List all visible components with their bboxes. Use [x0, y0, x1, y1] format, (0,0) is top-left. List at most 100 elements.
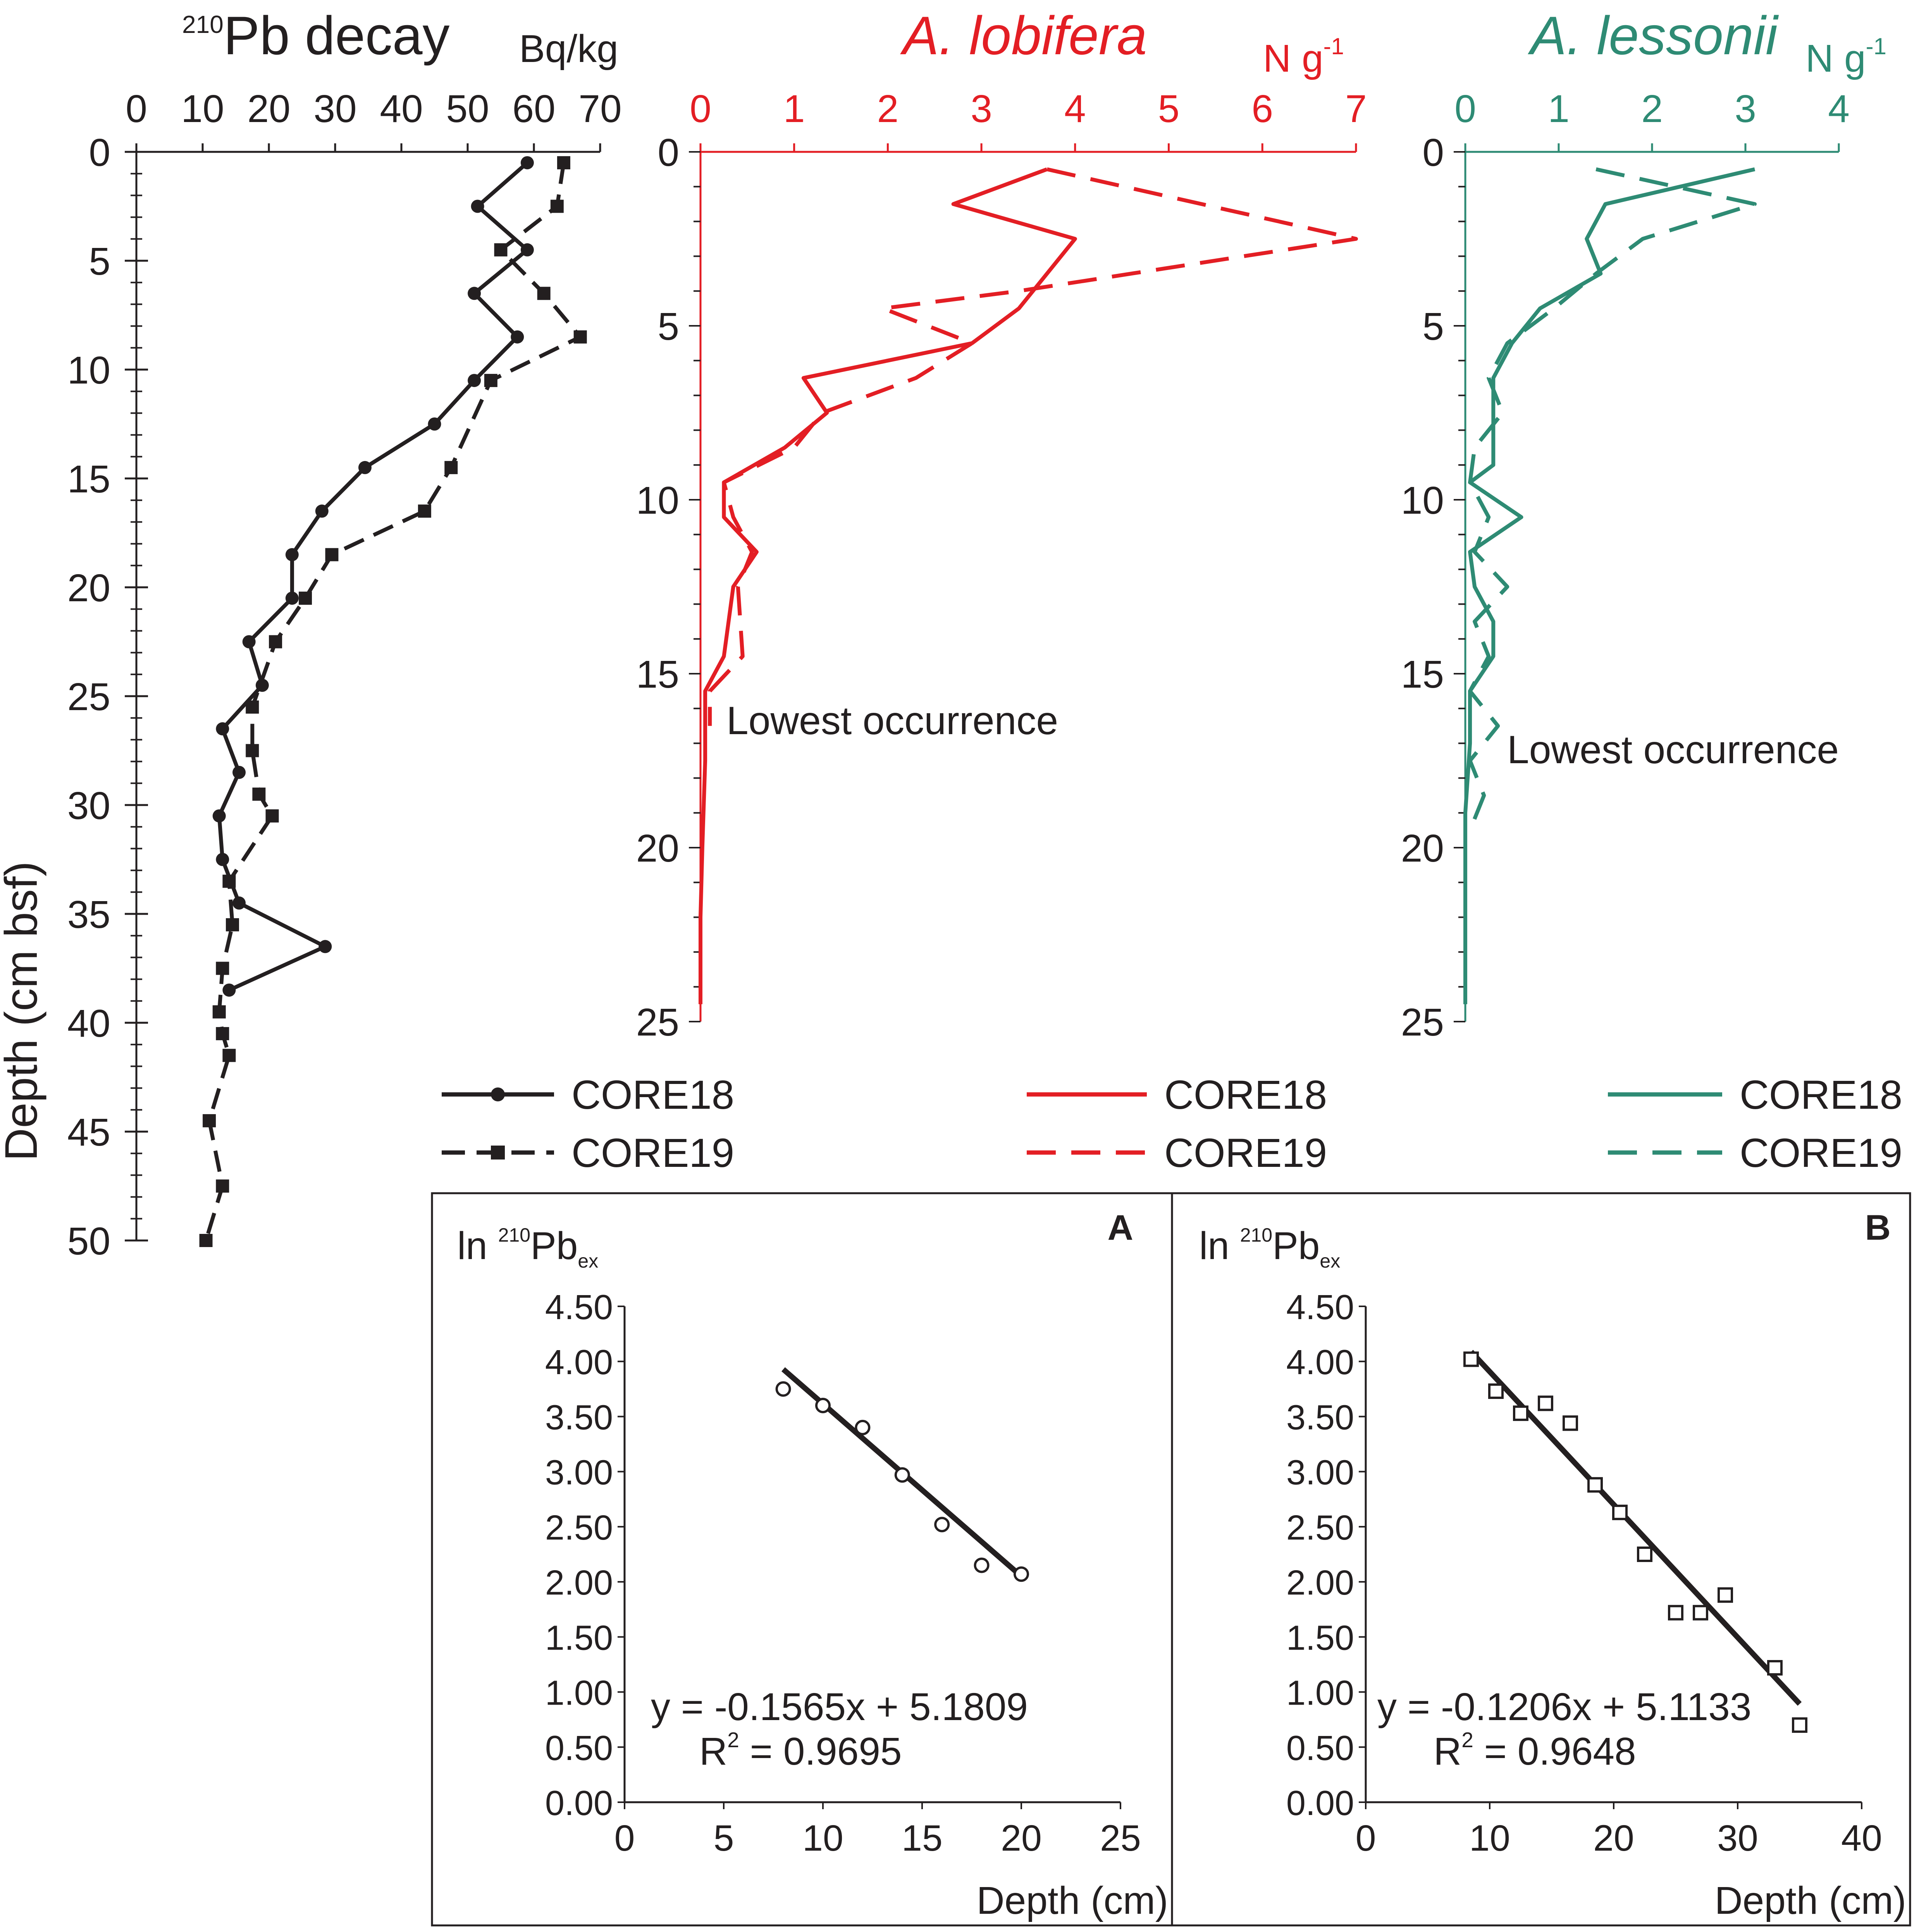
lobifera-y-tick-label: 20 [636, 827, 679, 870]
lobifera-line-core18 [699, 167, 1077, 1005]
depth-tick-label: 50 [67, 1220, 110, 1263]
pb-x-tick-label: 50 [446, 87, 489, 131]
lessonii-unit: N g-1 [1805, 33, 1886, 80]
inset-a-point [815, 1398, 831, 1413]
pb-legend-core19-label: CORE19 [571, 1130, 734, 1176]
inset-b-y-tick-label: 1.50 [1286, 1619, 1354, 1657]
pb-line-core18 [217, 161, 529, 992]
lessonii-x-tick-label: 0 [1454, 87, 1476, 131]
inset-b-plot [1463, 1350, 1807, 1733]
depth-tick-label: 25 [67, 675, 110, 719]
inset-b-x-tick-label: 30 [1717, 1818, 1758, 1859]
lobifera-unit: N g-1 [1263, 33, 1344, 80]
lessonii-lowest-occurrence: Lowest occurrence [1507, 728, 1839, 772]
pb-point-core18 [216, 853, 229, 866]
pb-x-tick-label: 70 [578, 87, 621, 131]
lessonii-line-core18 [1463, 167, 1755, 1005]
inset-b-point [1587, 1477, 1603, 1493]
inset-a-y-tick-label: 3.50 [545, 1398, 613, 1437]
inset-b-x-tick-label: 10 [1469, 1818, 1510, 1859]
lobifera-x-tick-label: 1 [783, 87, 805, 131]
lessonii-axes: 0 1 2 3 4 0 5 10 15 20 25 [1401, 87, 1850, 1044]
lessonii-legend-core19: CORE19 [1608, 1130, 1902, 1176]
inset-a-x-tick-label: 0 [614, 1818, 635, 1859]
inset-a-y-tick-label: 1.50 [545, 1619, 613, 1657]
inset-a-r2: R2 = 0.9695 [699, 1728, 902, 1773]
inset-a-ylabel: ln 210Pbex [457, 1224, 598, 1272]
pb-point-core19 [216, 1179, 229, 1193]
lobifera-title: A. lobifera [900, 5, 1147, 66]
inset-a-x-tick-label: 25 [1100, 1818, 1141, 1859]
pb-point-core18 [468, 374, 481, 387]
lobifera-legend-core18-label: CORE18 [1164, 1072, 1327, 1118]
pb-point-core18 [285, 548, 299, 561]
pb-x-tick-label: 40 [380, 87, 423, 131]
lessonii-legend-core18: CORE18 [1608, 1072, 1902, 1118]
pb-point-core19 [252, 787, 266, 801]
pb-point-core19 [203, 1114, 216, 1127]
inset-a-y-tick-label: 4.50 [545, 1288, 613, 1327]
inset-b-letter: B [1865, 1208, 1891, 1247]
inset-b-y-tick-label: 3.50 [1286, 1398, 1354, 1437]
inset-a-point [974, 1557, 990, 1573]
lessonii-title: A. lessonii [1528, 5, 1779, 66]
lobifera-y-tick-label: 25 [636, 1001, 679, 1044]
lobifera-axes: 0 1 2 3 4 5 6 7 0 5 10 15 20 25 [636, 87, 1367, 1044]
pb-decay-panel: 0 10 20 30 40 50 60 70 210Pb decay Bq/kg [126, 5, 622, 1247]
lessonii-line-core19 [1468, 167, 1757, 831]
inset-a-y-tick-label: 2.50 [545, 1509, 613, 1547]
inset-b-y-tick-label: 2.00 [1286, 1564, 1354, 1602]
pb-point-core19 [484, 374, 497, 387]
inset-a-point [855, 1419, 871, 1435]
pb-point-core18 [315, 504, 329, 518]
inset-a-x-tick-label: 20 [1001, 1818, 1042, 1859]
pb-point-core19 [225, 918, 239, 932]
lobifera-y-tick-label: 5 [657, 305, 679, 348]
inset-b-axes: 4.50 4.00 3.50 3.00 2.50 2.00 1.50 1.00 0.50 0.00… [1286, 1288, 1882, 1859]
inset-a: A ln 210Pbex 4.50 4.00 3.50 3.00 2.50 2.00 1.5… [457, 1208, 1168, 1922]
pb-point-core19 [573, 330, 587, 344]
pb-point-core19 [216, 1027, 229, 1041]
pb-legend: CORE18 CORE19 [442, 1072, 734, 1176]
pb-point-core18 [468, 287, 481, 300]
inset-b-point [1718, 1587, 1733, 1603]
lobifera-x-tick-label: 2 [877, 87, 899, 131]
lessonii-y-tick-label: 25 [1401, 1001, 1444, 1044]
inset-a-y-tick-label: 3.00 [545, 1454, 613, 1492]
inset-b-y-tick-label: 2.50 [1286, 1509, 1354, 1547]
pb-point-core18 [428, 417, 441, 431]
pb-point-core19 [444, 461, 458, 474]
inset-b-point [1563, 1415, 1578, 1431]
lobifera-y-tick-label: 0 [657, 131, 679, 174]
pb-point-core19 [222, 1049, 236, 1062]
lobifera-line-core19 [708, 167, 1358, 726]
pb-title: 210Pb decay [182, 5, 450, 66]
inset-a-y-tick-label: 0.50 [545, 1729, 613, 1768]
pb-x-tick-label: 0 [126, 87, 147, 131]
inset-a-equation: y = -0.1565x + 5.1809 [651, 1685, 1028, 1729]
pb-point-core18 [255, 678, 269, 692]
lessonii-legend: CORE18 CORE19 [1608, 1072, 1902, 1176]
pb-point-core19 [550, 200, 564, 213]
lessonii-y-tick-label: 5 [1422, 305, 1444, 348]
inset-a-axes: 4.50 4.00 3.50 3.00 2.50 2.00 1.50 1.00 0.50 0.00… [545, 1288, 1141, 1859]
pb-point-core19 [299, 592, 312, 605]
inset-b-point [1637, 1547, 1652, 1562]
pb-x-tick-label: 60 [512, 87, 555, 131]
inset-a-y-tick-label: 2.00 [545, 1564, 613, 1602]
depth-tick-label: 10 [67, 349, 110, 392]
pb-point-core18 [520, 156, 534, 170]
pb-point-core18 [358, 461, 372, 474]
inset-a-point [775, 1381, 791, 1397]
pb-point-core18 [216, 722, 229, 736]
lobifera-legend-core18: CORE18 [1027, 1072, 1327, 1118]
inset-a-x-tick-label: 15 [902, 1818, 943, 1859]
lessonii-y-tick-label: 20 [1401, 827, 1444, 870]
lessonii-x-tick-label: 4 [1828, 87, 1850, 131]
lobifera-y-tick-label: 10 [636, 479, 679, 522]
pb-point-core18 [242, 635, 256, 649]
inset-b-y-tick-label: 0.00 [1286, 1784, 1354, 1823]
lessonii-x-tick-label: 1 [1548, 87, 1570, 131]
pb-x-tick-label: 20 [247, 87, 290, 131]
